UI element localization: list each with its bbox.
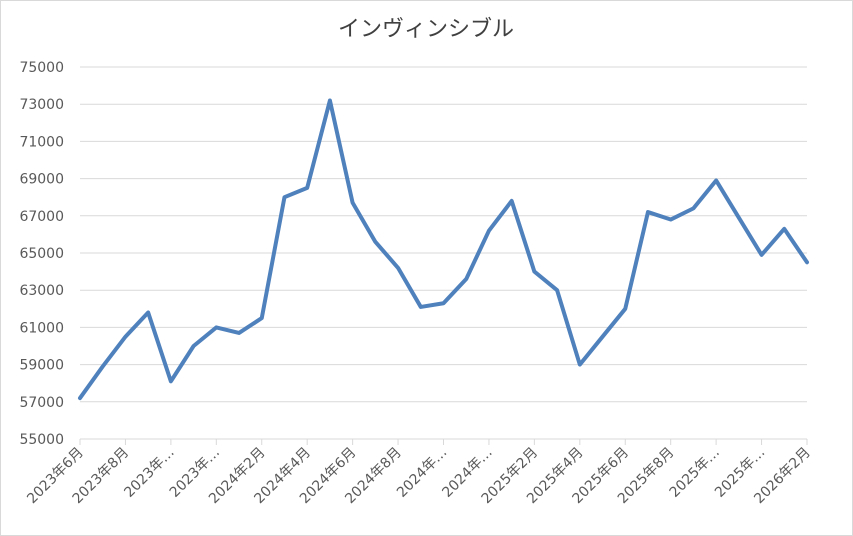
y-tick-label: 63000 xyxy=(19,283,64,299)
y-tick-label: 75000 xyxy=(19,60,64,76)
y-tick-label: 57000 xyxy=(19,395,64,411)
y-tick-label: 59000 xyxy=(19,358,64,374)
y-tick-label: 69000 xyxy=(19,172,64,188)
y-tick-label: 55000 xyxy=(19,432,64,448)
y-tick-label: 71000 xyxy=(19,134,64,150)
chart-title: インヴィンシブル xyxy=(338,17,514,42)
y-tick-label: 67000 xyxy=(19,209,64,225)
y-tick-label: 65000 xyxy=(19,246,64,262)
y-tick-label: 61000 xyxy=(19,320,64,336)
line-series xyxy=(78,98,809,401)
y-tick-label: 73000 xyxy=(19,97,64,113)
